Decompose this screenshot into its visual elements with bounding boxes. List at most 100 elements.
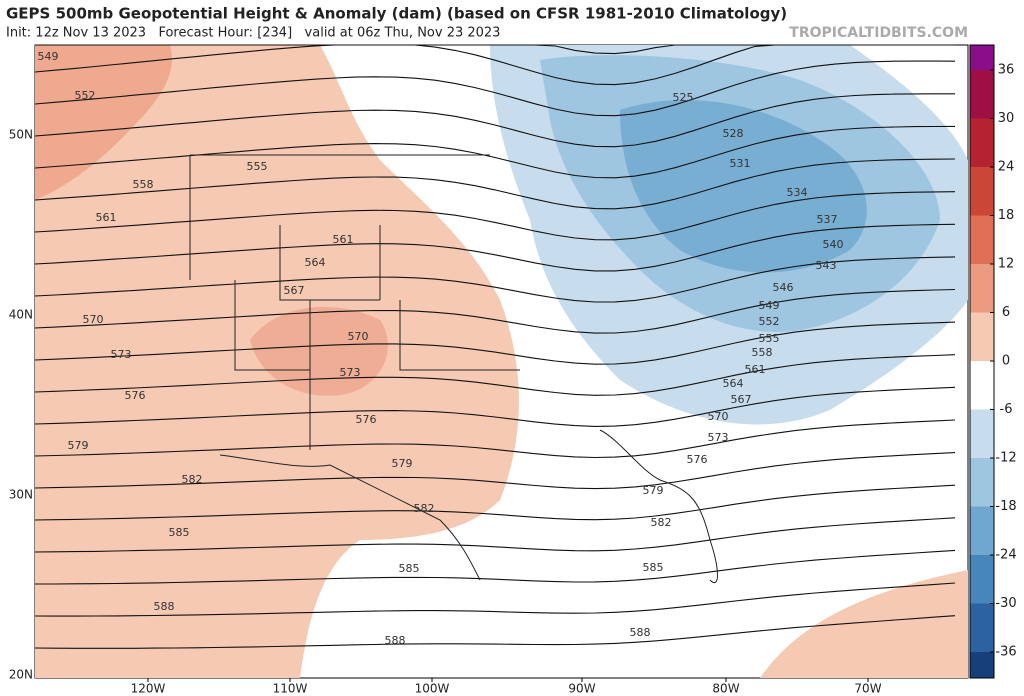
- contour-label: 570: [348, 330, 369, 343]
- contour-label: 570: [83, 313, 104, 326]
- contour-line: [34, 615, 956, 649]
- contour-line: [34, 93, 955, 148]
- contour-line: [34, 223, 956, 272]
- contour-line: [34, 288, 956, 334]
- longitude-label: 100W: [415, 682, 450, 696]
- colorbar-band: [970, 458, 994, 507]
- contour-line: [34, 484, 956, 521]
- contour-label: 558: [133, 178, 154, 191]
- colorbar-band: [970, 118, 994, 167]
- contour-line: [34, 419, 956, 459]
- contour-label: 585: [169, 526, 190, 539]
- positive-anomaly-strong: [35, 45, 172, 200]
- contour-label: 573: [111, 348, 132, 361]
- contour-label: 582: [182, 473, 203, 486]
- contour-label: 555: [247, 160, 268, 173]
- contour-label: 579: [392, 457, 413, 470]
- colorbar-band: [970, 45, 994, 70]
- colorbar-tick-label: -12: [995, 451, 1016, 466]
- longitude-label: 110W: [273, 682, 308, 696]
- contour-label: 573: [340, 366, 361, 379]
- contour-label: 579: [68, 439, 89, 452]
- contour-label: 555: [759, 332, 780, 345]
- longitude-label: 80W: [712, 682, 739, 696]
- longitude-label: 120W: [131, 682, 166, 696]
- latitude-label: 20N: [9, 668, 33, 682]
- colorbar-tick-label: -30: [995, 596, 1016, 611]
- colorbar-tick-label: 6: [1002, 305, 1010, 320]
- contour-line: [34, 452, 956, 490]
- contour-line: [34, 354, 956, 396]
- contour-label: 543: [816, 259, 837, 272]
- colorbar-band: [970, 506, 994, 555]
- contour-label: 552: [759, 315, 780, 328]
- contour-label: 534: [787, 186, 808, 199]
- colorbar-band: [970, 215, 994, 264]
- contour-label: 582: [414, 502, 435, 515]
- contour-label: 552: [75, 89, 96, 102]
- colorbar-tick-label: 36: [998, 63, 1015, 78]
- contour-line: [35, 549, 956, 585]
- contour-line: [34, 256, 956, 303]
- positive-anomaly: [760, 570, 968, 678]
- contour-label: 561: [96, 211, 117, 224]
- contour-label: 528: [723, 127, 744, 140]
- colorbar-tick-label: -18: [995, 499, 1016, 514]
- contour-label: 576: [356, 413, 377, 426]
- border: [189, 154, 520, 581]
- colorbar-band: [970, 652, 994, 678]
- colorbar-tick-label: 18: [998, 208, 1015, 223]
- contour-label: 546: [773, 281, 794, 294]
- colorbar-band: [970, 312, 994, 361]
- contour-label: 570: [708, 410, 729, 423]
- contour-label: 579: [643, 484, 664, 497]
- colorbar-band: [970, 361, 994, 410]
- contour-label: 564: [723, 377, 744, 390]
- colorbar-band: [970, 603, 994, 652]
- contour-label: 576: [687, 453, 708, 466]
- contour-label: 549: [38, 50, 59, 63]
- latitude-label: 50N: [9, 128, 33, 142]
- contour-label: 567: [731, 393, 752, 406]
- coastline: [599, 429, 718, 583]
- colorbar-tick-label: 12: [998, 257, 1015, 272]
- contour-label: 540: [823, 238, 844, 251]
- contour-line: [34, 44, 955, 86]
- contour-label: 585: [643, 561, 664, 574]
- contour-line: [34, 60, 956, 117]
- longitude-label: 90W: [568, 682, 595, 696]
- credit: TROPICALTIDBITS.COM: [789, 25, 968, 41]
- contour-label: 561: [333, 233, 354, 246]
- contour-label: 585: [399, 562, 420, 575]
- contour-line: [34, 582, 956, 617]
- contour-line: [34, 191, 956, 241]
- contour-line: [34, 158, 956, 210]
- contour-line: [34, 386, 956, 427]
- contour-label: 588: [385, 634, 406, 647]
- contour-label: 564: [305, 256, 326, 269]
- contour-label: 561: [745, 363, 766, 376]
- contour-label: 588: [154, 600, 175, 613]
- contour-label: 558: [752, 346, 773, 359]
- colorbar-band: [970, 167, 994, 216]
- contour-label: 576: [125, 389, 146, 402]
- colorbar-band: [970, 70, 994, 119]
- map-panel: 5495525555585615615645675705705735735765…: [9, 44, 969, 682]
- latitude-label: 30N: [9, 488, 33, 502]
- contour-line: [34, 125, 956, 179]
- contour-label: 588: [630, 626, 651, 639]
- contour-label: 582: [651, 516, 672, 529]
- title: GEPS 500mb Geopotential Height & Anomaly…: [6, 5, 787, 23]
- colorbar-tick-label: 24: [998, 160, 1015, 175]
- contour-label: 573: [708, 431, 729, 444]
- contour-label: 567: [284, 284, 305, 297]
- contour-label: 537: [817, 213, 838, 226]
- colorbar-tick-label: 0: [1002, 354, 1010, 369]
- colorbar-tick-label: -6: [1000, 402, 1013, 417]
- negative-anomaly-strong: [620, 100, 867, 273]
- colorbar-tick-label: 30: [998, 111, 1015, 126]
- colorbar-band: [970, 264, 994, 313]
- latitude-label: 40N: [9, 308, 33, 322]
- subtitle: Init: 12z Nov 13 2023 Forecast Hour: [23…: [6, 26, 500, 41]
- contour-label: 549: [759, 299, 780, 312]
